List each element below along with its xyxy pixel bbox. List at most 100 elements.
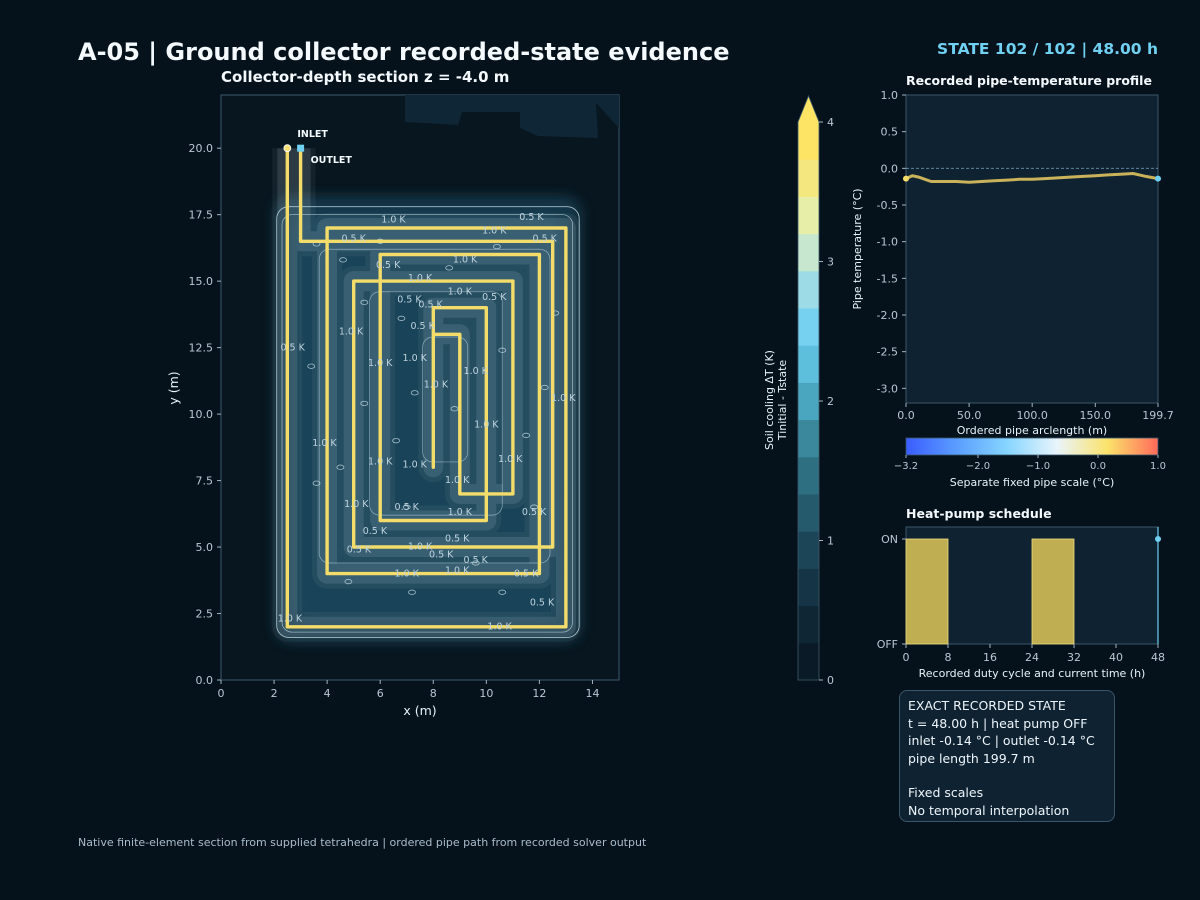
schedule-x-tick-label: 8 [945,651,952,664]
colorbar-tick-label: 3 [827,256,834,269]
pipe-markers: INLET OUTLET [283,129,352,166]
contour-speckle-5 [498,347,507,353]
colorbar-tick-label: 0 [827,674,834,687]
section-cooling-field [274,196,582,643]
contour-label: 0.5 K [530,598,555,609]
colorbar-segment [798,345,819,383]
schedule-x-tick-label: 0 [903,651,910,664]
schedule-x-tick-label: 48 [1151,651,1165,664]
section-chart: 1.0 K 0.5 K0.5 K1.0 K0.5 K0.5 K 1.0 K1.0 K… [166,94,620,718]
profile-y-tick-label: -1.0 [877,236,898,249]
contour-ring-1 [369,291,503,516]
profile-y-tick-label: -3.0 [877,382,898,395]
schedule-xlabel: Recorded duty cycle and current time (h) [919,667,1146,680]
contour-label: 1.0 K [445,566,470,577]
contour-label: 0.5 K [464,555,489,566]
colorbar-segment [798,642,819,681]
profile-y-tick-label: 0.0 [881,162,899,175]
collector-pipe [285,146,568,629]
profile-y-tick-label: -1.5 [877,272,898,285]
contour-label: 1.0 K [403,459,428,470]
profile-start-point [903,175,909,182]
pipe-scale-colorbar: −3.2 −2.0 −1.0 0.0 1.0 Separate fixed pipe s… [894,437,1166,489]
colorbar-segment [798,419,819,458]
section-x-tick-label: 12 [532,687,546,700]
pipe-scale-tick-label: −1.0 [1026,461,1050,472]
contour-label: 1.0 K [498,454,523,465]
colorbar-label-line1: Soil cooling ΔT (K) [763,350,776,450]
contour-label: 1.0 K [551,393,576,404]
schedule-title: Heat-pump schedule [906,506,1052,521]
contour-1.0K-outer [281,214,573,633]
contour-label: 0.5 K [363,526,388,537]
contour-label: 0.5 K [376,260,401,271]
contour-label: 1.0 K [395,568,420,579]
colorbar-tick-label: 1 [827,535,834,548]
contour-label: 0.5 K [418,300,443,311]
contour-label: 1.0 K [408,542,433,553]
contour-label: 1.0 K [403,353,428,364]
colorbar-segment [798,531,819,569]
pipe-scale-tick-label: −3.2 [894,461,918,472]
info-line-time: t = 48.00 h | heat pump OFF [908,715,1088,731]
section-x-tick-label: 8 [430,687,437,700]
contour-label: 1.0 K [344,499,369,510]
contour-label: 0.5 K [522,507,547,518]
section-y-tick-label: 15.0 [189,275,214,288]
pipe-scale-tick-label: 1.0 [1150,461,1166,472]
profile-x-tick-label: 50.0 [957,409,982,422]
contour-speckle-10 [336,464,345,470]
colorbar-label-line2: Tinitial - Tstate [776,360,789,442]
contour-speckle-1 [339,257,347,263]
pipe-scale-label: Separate fixed pipe scale (°C) [950,476,1115,489]
section-ylabel: y (m) [166,371,181,404]
profile-x-tick-label: 100.0 [1016,409,1048,422]
contour-label: 1.0 K [448,286,473,297]
contour-speckle-6 [522,432,531,438]
contour-label: 0.5 K [341,233,366,244]
contour-label: 1.0 K [453,255,478,266]
contour-label: 0.5 K [395,502,420,513]
contour-ring-0 [318,248,551,564]
section-x-tick-label: 10 [479,687,493,700]
profile-x-tick-label: 150.0 [1080,409,1112,422]
colorbar-segment [798,270,819,309]
contour-label: 0.5 K [410,321,435,332]
section-x-axis: 0 2 4 6 8 10 12 14 [218,679,619,700]
profile-y-tick-label: -0.5 [877,199,898,212]
contour-label: 0.5 K [533,233,558,244]
schedule-on-bar [905,538,949,645]
section-y-tick-label: 17.5 [189,209,214,222]
profile-end-point [1155,175,1161,182]
colorbar-segment [798,494,819,532]
contour-label: 0.5 K [445,534,470,545]
section-y-tick-label: 7.5 [196,475,214,488]
colorbar-tick-label: 4 [827,116,834,129]
info-line-state: EXACT RECORDED STATE [908,698,1066,713]
contour-label: 1.0 K [278,614,303,625]
contour-label: 1.0 K [381,215,406,226]
page-title: A-05 | Ground collector recorded-state e… [78,38,729,66]
info-line-interp: No temporal interpolation [908,802,1070,818]
schedule-y-tick-label: ON [881,533,898,546]
contour-label: 0.5 K [429,550,454,561]
profile-chart: 0.0 50.0 100.0 150.0 199.7 1.0 0.5 0.0 -0.5 -1.0 -… [851,89,1174,437]
profile-x-tick-label: 0.0 [897,409,915,422]
profile-y-tick-label: 1.0 [881,89,899,102]
outlet-marker [297,144,305,152]
inlet-marker [283,144,292,153]
contour-speckle-11 [471,560,480,566]
section-x-tick-label: 6 [377,687,384,700]
contour-speckle-22 [450,406,459,412]
section-x-tick-label: 14 [585,687,599,700]
colorbar-segment [798,605,819,644]
schedule-x-tick-label: 32 [1067,651,1081,664]
schedule-x-tick-label: 24 [1025,651,1039,664]
info-line-length: pipe length 199.7 m [908,750,1035,766]
profile-xlabel: Ordered pipe arclength (m) [957,424,1107,437]
colorbar-segment [798,196,819,235]
contour-speckle-3 [397,315,406,321]
profile-x-tick-label: 199.7 [1142,409,1174,422]
contour-label: 1.0 K [424,380,449,391]
